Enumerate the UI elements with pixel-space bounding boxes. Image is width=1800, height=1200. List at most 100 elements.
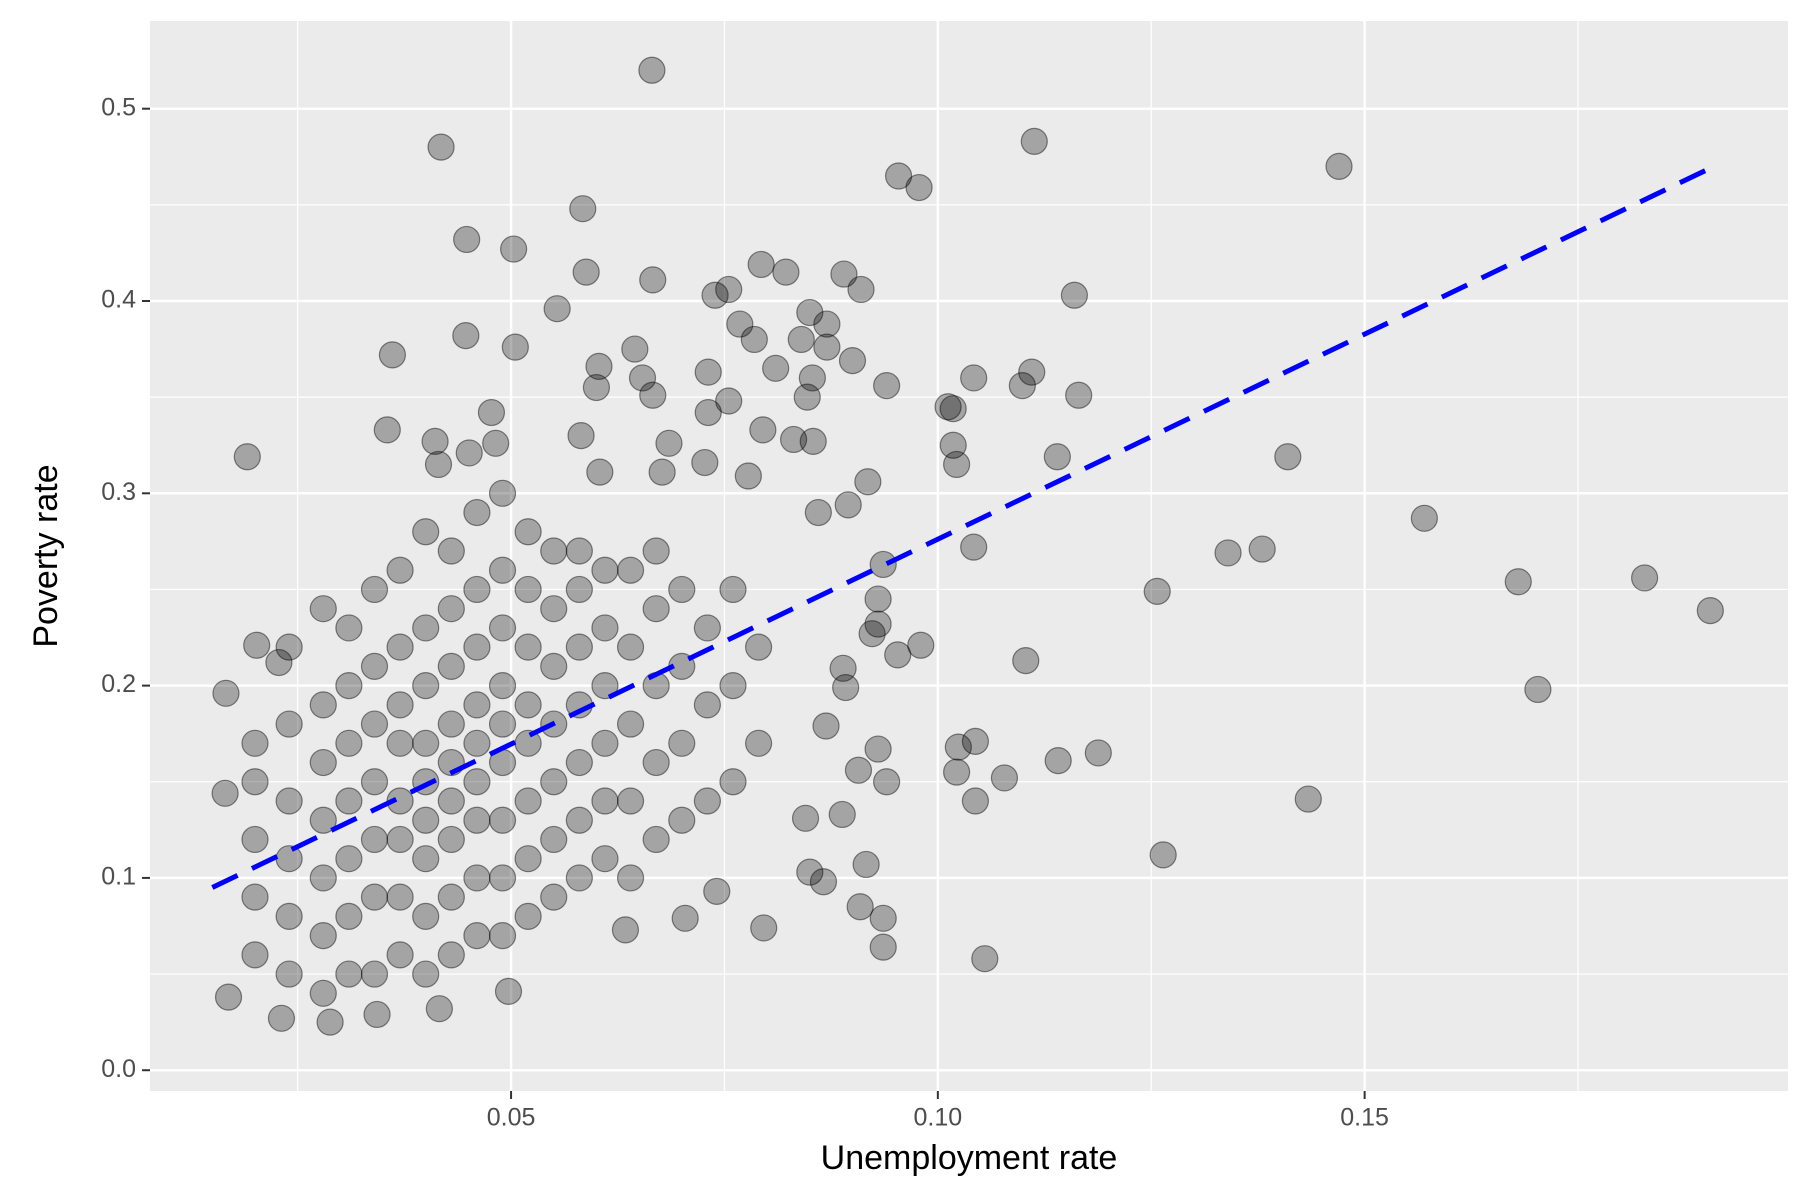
point bbox=[455, 439, 483, 467]
point bbox=[1018, 358, 1046, 386]
point bbox=[275, 902, 303, 930]
point bbox=[360, 883, 389, 911]
point bbox=[844, 756, 873, 784]
point bbox=[616, 787, 645, 815]
point bbox=[463, 498, 491, 527]
point bbox=[501, 333, 529, 361]
point bbox=[437, 710, 465, 738]
point bbox=[796, 298, 824, 327]
point bbox=[360, 652, 389, 680]
point bbox=[642, 748, 670, 777]
point bbox=[838, 347, 867, 375]
point bbox=[412, 672, 440, 700]
point bbox=[616, 710, 645, 738]
point bbox=[591, 556, 619, 584]
point bbox=[463, 768, 491, 796]
point bbox=[488, 922, 517, 950]
point bbox=[591, 787, 619, 815]
point bbox=[591, 729, 619, 757]
point bbox=[500, 235, 528, 263]
point bbox=[463, 729, 491, 757]
y-tick-label: 0.1 bbox=[101, 863, 136, 891]
point bbox=[335, 902, 363, 930]
point bbox=[309, 806, 337, 834]
point bbox=[488, 556, 517, 584]
point bbox=[386, 729, 414, 757]
point bbox=[335, 845, 363, 873]
point bbox=[655, 429, 683, 457]
point bbox=[1631, 564, 1659, 592]
point bbox=[1020, 127, 1048, 155]
point bbox=[309, 748, 337, 777]
point bbox=[1696, 597, 1724, 625]
point bbox=[514, 902, 542, 930]
point bbox=[1084, 739, 1112, 767]
point bbox=[569, 195, 597, 223]
point bbox=[747, 250, 775, 279]
point bbox=[316, 1008, 344, 1036]
point bbox=[639, 381, 667, 409]
point bbox=[971, 945, 999, 973]
point bbox=[427, 133, 455, 161]
point bbox=[514, 787, 542, 815]
point bbox=[829, 654, 857, 682]
y-tick-label: 0.0 bbox=[101, 1055, 136, 1083]
point bbox=[360, 710, 389, 738]
point bbox=[715, 387, 743, 415]
point bbox=[943, 758, 971, 786]
point bbox=[275, 633, 303, 661]
point bbox=[452, 322, 480, 350]
point bbox=[463, 806, 491, 834]
point bbox=[243, 631, 271, 659]
point bbox=[873, 768, 901, 796]
point bbox=[477, 398, 506, 427]
point bbox=[591, 672, 619, 700]
point bbox=[335, 672, 363, 700]
point bbox=[265, 648, 293, 677]
point bbox=[1214, 539, 1242, 567]
point bbox=[572, 258, 600, 286]
point bbox=[514, 845, 542, 873]
point bbox=[719, 575, 747, 604]
point bbox=[616, 556, 645, 584]
point bbox=[591, 845, 619, 873]
point bbox=[1012, 647, 1040, 675]
point bbox=[701, 281, 729, 309]
point bbox=[638, 56, 666, 84]
point bbox=[463, 691, 491, 719]
point bbox=[241, 941, 269, 969]
point bbox=[762, 354, 790, 382]
point bbox=[1143, 577, 1171, 605]
point bbox=[1274, 443, 1302, 471]
point bbox=[1044, 747, 1072, 775]
point bbox=[565, 575, 593, 604]
point bbox=[386, 556, 414, 584]
point bbox=[309, 691, 337, 719]
point bbox=[852, 850, 880, 879]
point bbox=[386, 825, 414, 854]
point bbox=[360, 768, 389, 796]
y-tick-label: 0.5 bbox=[101, 93, 136, 121]
y-tick-label: 0.4 bbox=[101, 286, 136, 314]
point bbox=[854, 468, 882, 496]
trend-line bbox=[211, 167, 1708, 890]
point bbox=[960, 533, 988, 561]
point bbox=[847, 275, 875, 304]
point bbox=[540, 537, 568, 565]
point bbox=[740, 325, 768, 354]
point bbox=[565, 633, 593, 661]
x-tick-label: 0.05 bbox=[487, 1104, 536, 1132]
point bbox=[907, 631, 935, 659]
point bbox=[211, 779, 239, 807]
point bbox=[275, 710, 303, 738]
point bbox=[363, 1000, 391, 1029]
point bbox=[424, 450, 453, 479]
point bbox=[386, 691, 414, 719]
point bbox=[750, 914, 778, 942]
point bbox=[1294, 785, 1322, 813]
point bbox=[412, 845, 440, 873]
point bbox=[787, 325, 815, 354]
point bbox=[514, 518, 542, 546]
point bbox=[846, 893, 874, 921]
point bbox=[628, 364, 657, 392]
